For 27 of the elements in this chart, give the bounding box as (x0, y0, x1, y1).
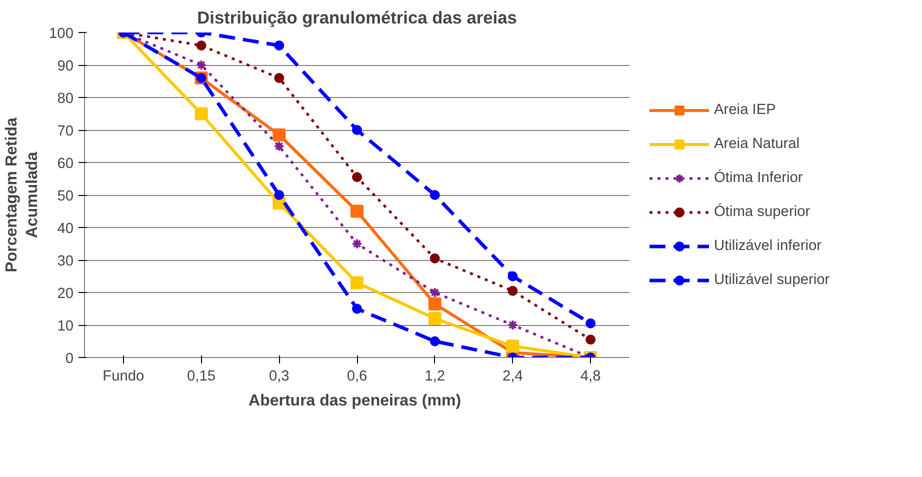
legend-label: Ótima Inferior (714, 170, 803, 186)
legend-label: Ótima superior (714, 204, 810, 220)
y-tick-label: 80 (57, 91, 74, 107)
y-tick-label: 70 (57, 124, 74, 140)
x-tick-label: 2,4 (502, 368, 523, 384)
y-tick-label: 90 (57, 58, 74, 74)
x-tick-label: 0,3 (268, 368, 290, 384)
x-tick-label: 4,8 (580, 368, 601, 384)
y-tick-label: 30 (57, 254, 74, 270)
x-axis-title: Abertura das peneiras (mm) (248, 392, 462, 410)
x-tick-label: 1,2 (424, 368, 446, 384)
x-tick-label: 0,15 (187, 368, 216, 384)
x-tick-label: 0,6 (346, 368, 368, 384)
y-tick-label: 0 (65, 351, 74, 367)
legend-label: Utilizável superior (714, 272, 830, 288)
legend-label: Areia IEP (714, 102, 776, 118)
y-tick-label: 20 (57, 286, 74, 302)
y-tick-label: 100 (49, 26, 74, 42)
legend-label: Utilizável inferior (714, 238, 822, 254)
y-tick-label: 10 (57, 318, 74, 334)
x-tick-label: Fundo (102, 368, 144, 384)
y-axis-title: Porcentagem Retida Acumulada (4, 118, 42, 272)
y-tick-label: 60 (57, 156, 74, 172)
legend-label: Areia Natural (714, 136, 800, 152)
chart-title: Distribuição granulométrica das areias (197, 8, 517, 28)
y-tick-label: 40 (57, 221, 74, 237)
y-tick-label: 50 (57, 188, 74, 204)
